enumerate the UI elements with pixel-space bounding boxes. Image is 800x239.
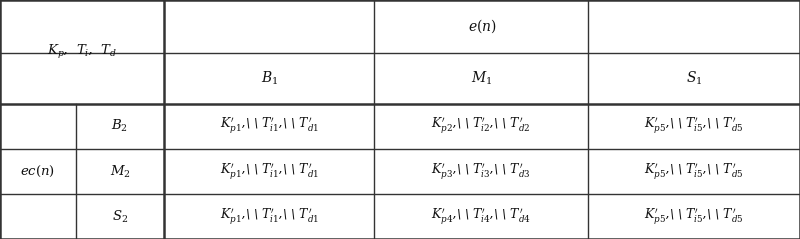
Text: $K^{\prime}_{p1}$,\ \ $T^{\prime}_{i1}$,\ \ $T^{\prime}_{d1}$: $K^{\prime}_{p1}$,\ \ $T^{\prime}_{i1}$,… <box>220 206 318 227</box>
Text: $K^{\prime}_{p1}$,\ \ $T^{\prime}_{i1}$,\ \ $T^{\prime}_{d1}$: $K^{\prime}_{p1}$,\ \ $T^{\prime}_{i1}$,… <box>220 162 318 181</box>
Text: $K^{\prime}_{p3}$,\ \ $T^{\prime}_{i3}$,\ \ $T^{\prime}_{d3}$: $K^{\prime}_{p3}$,\ \ $T^{\prime}_{i3}$,… <box>431 162 531 181</box>
Text: $ec(n)$: $ec(n)$ <box>21 164 55 179</box>
Text: $M_1$: $M_1$ <box>470 70 492 87</box>
Text: $S_1$: $S_1$ <box>686 70 702 87</box>
Text: $B_1$: $B_1$ <box>261 70 278 87</box>
Text: $K^{\prime}_{p5}$,\ \ $T^{\prime}_{i5}$,\ \ $T^{\prime}_{d5}$: $K^{\prime}_{p5}$,\ \ $T^{\prime}_{i5}$,… <box>644 116 744 136</box>
Text: $e(n)$: $e(n)$ <box>467 17 497 35</box>
Text: $B_2$: $B_2$ <box>111 118 129 135</box>
Text: $K^{\prime}_{p4}$,\ \ $T^{\prime}_{i4}$,\ \ $T^{\prime}_{d4}$: $K^{\prime}_{p4}$,\ \ $T^{\prime}_{i4}$,… <box>431 206 531 227</box>
Text: $K^{\prime}_{p2}$,\ \ $T^{\prime}_{i2}$,\ \ $T^{\prime}_{d2}$: $K^{\prime}_{p2}$,\ \ $T^{\prime}_{i2}$,… <box>431 116 531 136</box>
Text: $S_2$: $S_2$ <box>112 208 128 225</box>
Text: $K^{\prime}_{p5}$,\ \ $T^{\prime}_{i5}$,\ \ $T^{\prime}_{d5}$: $K^{\prime}_{p5}$,\ \ $T^{\prime}_{i5}$,… <box>644 206 744 227</box>
Text: $K^{\prime}_{p5}$,\ \ $T^{\prime}_{i5}$,\ \ $T^{\prime}_{d5}$: $K^{\prime}_{p5}$,\ \ $T^{\prime}_{i5}$,… <box>644 162 744 181</box>
Text: $K^{\prime}_{p1}$,\ \ $T^{\prime}_{i1}$,\ \ $T^{\prime}_{d1}$: $K^{\prime}_{p1}$,\ \ $T^{\prime}_{i1}$,… <box>220 116 318 136</box>
Text: $K_p$,  $T_i$,  $T_d$: $K_p$, $T_i$, $T_d$ <box>47 43 117 61</box>
Text: $M_2$: $M_2$ <box>110 163 130 179</box>
